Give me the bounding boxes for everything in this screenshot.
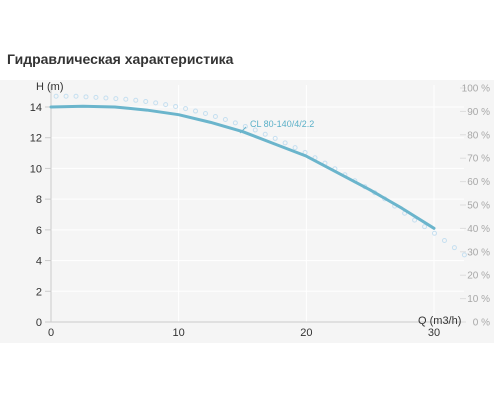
efficiency-dot <box>93 94 99 100</box>
page-title: Гидравлическая характеристика <box>7 51 234 67</box>
efficiency-dot <box>83 94 89 100</box>
efficiency-dot <box>113 96 119 102</box>
efficiency-dot <box>222 117 228 123</box>
efficiency-dot <box>133 97 139 103</box>
y2-tick-label: 30 % <box>467 247 490 258</box>
x-axis-title: Q (m3/h) <box>418 315 461 327</box>
y2-tick-label: 70 % <box>467 154 490 165</box>
efficiency-dot <box>262 131 268 137</box>
efficiency-dot <box>461 252 467 258</box>
efficiency-dot <box>232 120 238 126</box>
series-line-cl-80-140 <box>49 104 436 230</box>
efficiency-dot <box>212 114 218 120</box>
efficiency-dot <box>103 95 109 101</box>
efficiency-dot <box>451 245 457 251</box>
y-tick-label: 0 <box>36 317 42 329</box>
efficiency-dot <box>412 217 418 223</box>
y-tick-label: 14 <box>30 102 42 114</box>
y-axis-title: H (m) <box>36 81 64 93</box>
efficiency-dot <box>53 93 59 99</box>
efficiency-dot <box>242 123 248 129</box>
y2-tick-label: 100 % <box>462 84 490 95</box>
efficiency-dot <box>193 108 199 114</box>
efficiency-dot <box>73 93 79 99</box>
y2-tick-label: 0 % <box>473 318 490 329</box>
efficiency-dot <box>123 96 129 102</box>
y2-tick-label: 90 % <box>467 107 490 118</box>
x-tick-label: 0 <box>48 327 54 339</box>
efficiency-dot <box>153 100 159 106</box>
efficiency-dot <box>441 237 447 243</box>
series-label: CL 80-140/4/2.2 <box>250 119 314 129</box>
y-tick-label: 8 <box>36 194 42 206</box>
efficiency-dot <box>173 103 179 109</box>
horizontal-gridlines <box>51 106 464 323</box>
y2-tick-label: 60 % <box>467 177 490 188</box>
series-label-leader <box>239 126 247 134</box>
y-tick-label: 12 <box>30 133 42 145</box>
y-tick-label: 6 <box>36 225 42 237</box>
x-tick-label: 20 <box>300 327 312 339</box>
y-tick-label: 2 <box>36 286 42 298</box>
x-tick-label: 10 <box>173 327 185 339</box>
efficiency-dot <box>143 99 149 105</box>
efficiency-dot <box>252 127 258 133</box>
efficiency-dot <box>282 140 288 146</box>
series-line-layer: CL 80-140/4/2.2 <box>49 104 436 230</box>
efficiency-dot <box>272 135 278 141</box>
chart-panel <box>0 80 494 343</box>
y2-tick-label: 10 % <box>467 294 490 305</box>
tick-labels: 0 2 4 6 8 10 12 14 0 10 20 30 H (m) Q (m3/h) 0 % 10 % 20… <box>30 81 490 339</box>
y-tick-label: 4 <box>36 256 42 268</box>
efficiency-dot <box>63 93 69 99</box>
efficiency-dot <box>183 106 189 112</box>
efficiency-dot <box>202 111 208 117</box>
y2-tick-label: 20 % <box>467 271 490 282</box>
y-tick-label: 10 <box>30 163 42 175</box>
y2-tick-label: 50 % <box>467 201 490 212</box>
efficiency-dot <box>292 145 298 151</box>
efficiency-dot <box>432 230 438 236</box>
y2-tick-label: 40 % <box>467 224 490 235</box>
y2-tick-label: 80 % <box>467 130 490 141</box>
efficiency-dot <box>163 102 169 108</box>
x-tick-label: 30 <box>428 327 440 339</box>
efficiency-dot <box>422 224 428 230</box>
vertical-gridlines <box>50 85 435 322</box>
